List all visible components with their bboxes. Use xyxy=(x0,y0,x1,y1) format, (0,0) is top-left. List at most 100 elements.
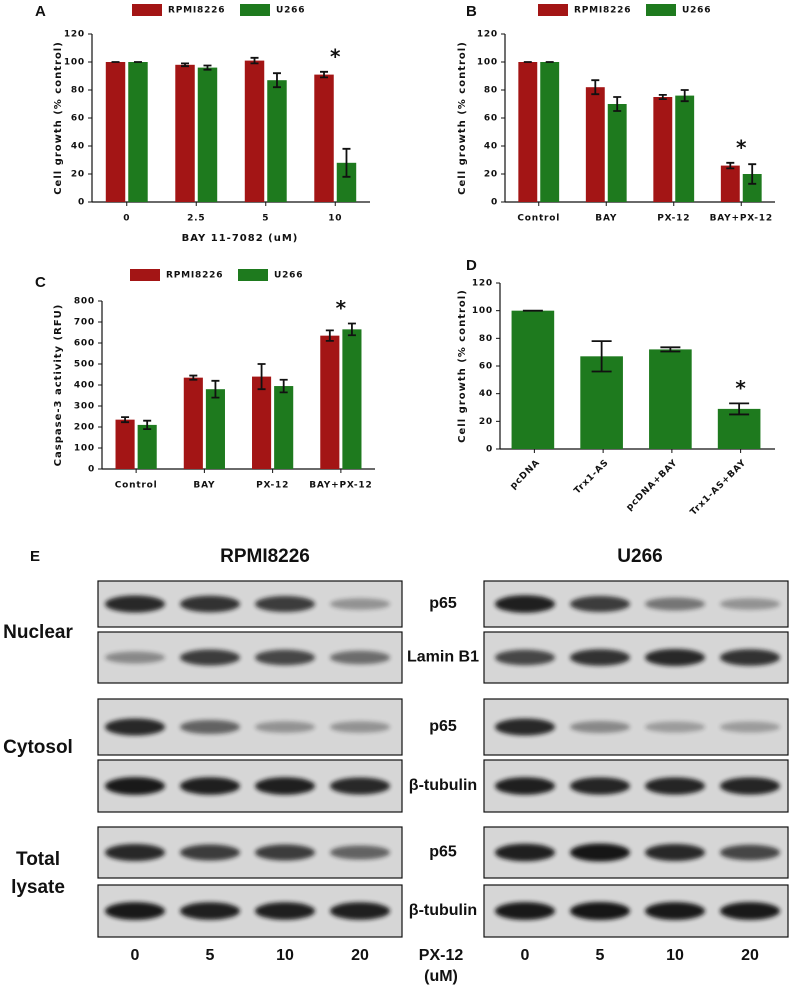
protein-label: p65 xyxy=(429,595,457,612)
lane-label: 5 xyxy=(596,947,605,964)
blot-band xyxy=(495,843,555,862)
y-tick-label: 120 xyxy=(472,279,493,289)
blot-band xyxy=(495,595,555,613)
error-bar xyxy=(250,56,259,65)
bar xyxy=(197,67,218,202)
y-tick-label: 40 xyxy=(479,389,493,399)
error-bar xyxy=(591,340,612,373)
blot-band xyxy=(720,721,780,733)
y-tick-label: 0 xyxy=(78,198,85,208)
lane-label: 20 xyxy=(351,947,369,964)
y-tick-label: 20 xyxy=(71,170,85,180)
bar xyxy=(205,389,225,469)
legend-swatch xyxy=(132,4,162,16)
lane-label: 20 xyxy=(741,947,759,964)
blot-band xyxy=(105,595,165,613)
y-tick-label: 100 xyxy=(74,444,95,454)
fraction-label-line: lysate xyxy=(11,877,65,898)
y-tick-label: 80 xyxy=(484,86,498,96)
bar xyxy=(342,329,362,469)
error-bar xyxy=(658,94,667,100)
panel-label: D xyxy=(466,257,477,274)
error-bar xyxy=(729,402,750,416)
protein-label: p65 xyxy=(429,844,457,861)
blot-band xyxy=(255,902,315,920)
significance-marker: * xyxy=(330,44,341,68)
y-axis-title: Cell growth (% control) xyxy=(53,41,64,195)
x-tick-label: 0 xyxy=(123,214,130,224)
y-tick-label: 800 xyxy=(74,297,95,307)
blot-band xyxy=(495,902,555,920)
fraction-label-line: Total xyxy=(16,849,60,870)
error-bar xyxy=(203,64,212,71)
error-bar xyxy=(143,419,152,430)
x-tick-label: BAY+PX-12 xyxy=(309,481,372,491)
y-tick-label: 0 xyxy=(88,465,95,475)
blot-band xyxy=(570,777,630,795)
blot-band xyxy=(255,649,315,666)
bar xyxy=(742,174,762,202)
y-tick-label: 80 xyxy=(479,334,493,344)
error-bar xyxy=(211,379,220,399)
y-tick-label: 500 xyxy=(74,360,95,370)
panel-label: C xyxy=(35,274,46,291)
blot-band xyxy=(180,720,240,734)
y-tick-label: 20 xyxy=(479,417,493,427)
y-tick-label: 200 xyxy=(74,423,95,433)
bar xyxy=(267,80,287,202)
blot-band xyxy=(330,777,390,795)
lane-label: 0 xyxy=(521,947,530,964)
y-tick-label: 20 xyxy=(484,170,498,180)
y-tick-label: 0 xyxy=(491,198,498,208)
y-tick-label: 0 xyxy=(486,445,493,455)
bar xyxy=(653,97,673,202)
error-bar xyxy=(189,374,198,381)
blot-band xyxy=(645,721,705,733)
legend-swatch xyxy=(130,269,160,281)
x-tick-label: BAY+PX-12 xyxy=(710,214,773,224)
legend-swatch xyxy=(538,4,568,16)
protein-label: β-tubulin xyxy=(409,777,477,794)
significance-marker: * xyxy=(736,135,747,159)
y-axis-title: Cell growth (% control) xyxy=(457,41,468,195)
significance-marker: * xyxy=(336,296,347,320)
y-tick-label: 40 xyxy=(71,142,85,152)
y-tick-label: 100 xyxy=(477,58,498,68)
error-bar xyxy=(347,322,356,337)
error-bar xyxy=(660,346,681,353)
x-tick-label: pcDNA xyxy=(508,458,542,492)
x-tick-label: Trx1-AS+BAY xyxy=(689,458,749,518)
blot-band xyxy=(495,718,555,736)
error-bar xyxy=(748,163,757,185)
blot-band xyxy=(105,844,165,861)
lane-label: 10 xyxy=(276,947,294,964)
blot-band xyxy=(720,598,780,610)
error-bar xyxy=(257,363,266,391)
blot-band xyxy=(105,651,165,664)
bar xyxy=(175,64,195,202)
fraction-label: Cytosol xyxy=(3,737,73,758)
error-bar xyxy=(272,72,281,89)
panel-label: A xyxy=(35,3,46,20)
x-tick-label: Trx1-AS xyxy=(573,458,612,497)
lane-label: 0 xyxy=(131,947,140,964)
blot-band xyxy=(570,596,630,612)
blot-band xyxy=(180,777,240,795)
legend-swatch xyxy=(646,4,676,16)
blot-band xyxy=(720,902,780,920)
cell-line-header: RPMI8226 xyxy=(220,546,310,567)
x-tick-label: Control xyxy=(115,481,158,491)
fraction-label: Total lysate xyxy=(11,849,65,898)
error-bar xyxy=(181,62,190,68)
blot-band xyxy=(720,844,780,861)
blot-band xyxy=(720,649,780,666)
blot-band xyxy=(645,649,705,666)
y-tick-label: 300 xyxy=(74,402,95,412)
fraction-label: Nuclear xyxy=(3,622,73,643)
y-tick-label: 400 xyxy=(74,381,95,391)
bar xyxy=(105,62,126,202)
blot-band xyxy=(330,598,390,610)
error-bar xyxy=(121,416,130,424)
error-bar xyxy=(613,96,622,112)
